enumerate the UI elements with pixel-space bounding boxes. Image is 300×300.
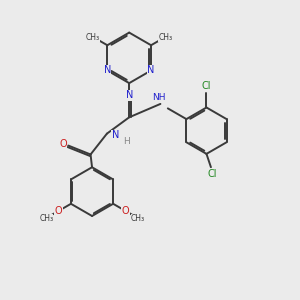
Text: CH₃: CH₃ bbox=[158, 33, 172, 42]
Text: N: N bbox=[125, 90, 133, 100]
Text: CH₃: CH₃ bbox=[131, 214, 145, 223]
Text: O: O bbox=[59, 139, 67, 149]
Text: O: O bbox=[122, 206, 129, 216]
Text: Cl: Cl bbox=[202, 81, 211, 91]
Text: N: N bbox=[112, 130, 119, 140]
Text: H: H bbox=[123, 136, 130, 146]
Text: Cl: Cl bbox=[208, 169, 217, 179]
Text: CH₃: CH₃ bbox=[39, 214, 53, 223]
Text: NH: NH bbox=[152, 93, 166, 102]
Text: CH₃: CH₃ bbox=[86, 33, 100, 42]
Text: O: O bbox=[55, 206, 62, 216]
Text: N: N bbox=[147, 65, 155, 76]
Text: N: N bbox=[103, 65, 111, 76]
